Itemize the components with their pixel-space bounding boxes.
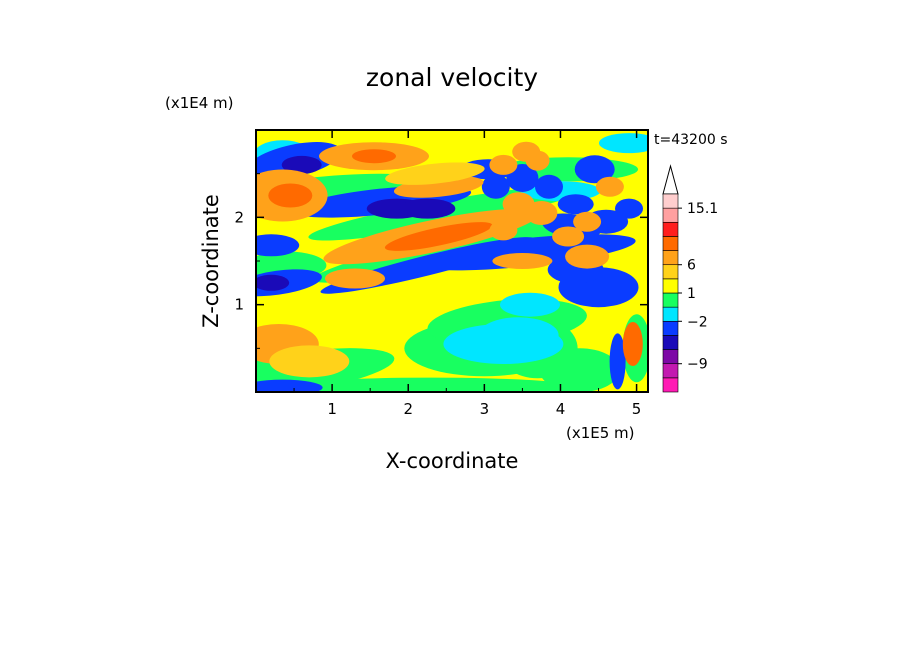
velocity-contour-region	[622, 322, 643, 366]
velocity-contour-region	[269, 345, 350, 378]
velocity-contour-region	[552, 226, 585, 247]
velocity-contour-region	[281, 377, 582, 392]
colorbar-swatch	[662, 292, 679, 308]
velocity-contour-region	[256, 379, 323, 392]
colorbar-swatch	[662, 306, 679, 322]
velocity-contour-region	[574, 155, 615, 184]
colorbar-swatch	[662, 320, 679, 336]
velocity-contour-region	[535, 174, 563, 199]
velocity-contour-region	[281, 155, 322, 174]
x-axis-label: X-coordinate	[386, 449, 519, 473]
velocity-contour-region	[489, 154, 518, 175]
colorbar-swatch	[662, 363, 679, 379]
colorbar-swatch	[662, 207, 679, 223]
chart-title: zonal velocity	[366, 63, 538, 92]
colorbar-tick-label: 15.1	[687, 201, 718, 217]
colorbar-swatch	[662, 193, 679, 209]
x-tick-label: 4	[556, 400, 566, 418]
velocity-contour-region	[385, 162, 485, 185]
colorbar-tick-label: −2	[687, 314, 708, 330]
colorbar-swatch	[662, 335, 679, 350]
colorbar-overflow-arrow	[662, 164, 679, 195]
velocity-contour-region	[352, 149, 396, 164]
colorbar-swatch	[662, 221, 679, 237]
velocity-contour-region	[256, 234, 300, 257]
velocity-contour-region	[565, 244, 610, 269]
time-label: t=43200 s	[654, 132, 728, 148]
y-tick-label: 1	[234, 296, 244, 314]
x-tick-label: 5	[632, 400, 642, 418]
x-axis: 1 2 3 4 5	[293, 130, 642, 418]
velocity-contour-region	[489, 220, 518, 241]
y-axis-label: Z-coordinate	[199, 194, 223, 328]
velocity-contour-region	[384, 222, 493, 251]
y-axis: 12	[234, 173, 648, 349]
x-tick-label: 2	[403, 400, 413, 418]
x-tick-label: 3	[480, 400, 490, 418]
velocity-contour-region	[599, 133, 648, 154]
velocity-contour-region	[595, 176, 624, 197]
velocity-contour-region	[325, 268, 385, 289]
velocity-field	[256, 133, 648, 392]
velocity-contour-region	[416, 234, 636, 271]
velocity-contour-region	[256, 274, 290, 291]
colorbar-tick-label: 6	[687, 258, 696, 274]
velocity-contour-region	[492, 253, 553, 269]
velocity-contour-region	[525, 201, 558, 225]
plot-area	[256, 130, 648, 392]
colorbar-tick-label: −9	[687, 357, 708, 373]
colorbar-swatch	[662, 264, 679, 280]
y-scale-label: (x1E4 m)	[165, 94, 234, 112]
velocity-contour-region	[512, 141, 541, 162]
velocity-contour-region	[500, 292, 560, 317]
colorbar-swatch	[662, 236, 679, 251]
velocity-contour-region	[573, 211, 602, 232]
colorbar-swatch	[662, 377, 679, 393]
velocity-contour-region	[539, 348, 620, 392]
velocity-contour-region	[609, 333, 626, 390]
colorbar-tick-label: 1	[687, 286, 696, 302]
x-tick-label: 1	[327, 400, 337, 418]
x-scale-label: (x1E5 m)	[566, 424, 635, 442]
velocity-contour-region	[557, 194, 594, 215]
velocity-contour-region	[481, 174, 510, 199]
colorbar: 15.1 6 1 −2 −9	[662, 164, 718, 393]
velocity-contour-region	[478, 317, 559, 354]
velocity-contour-region	[268, 183, 313, 208]
colorbar-swatch	[662, 250, 679, 266]
colorbar-swatch	[662, 278, 679, 294]
y-tick-label: 2	[234, 208, 244, 226]
colorbar-swatch	[662, 349, 679, 365]
velocity-contour-region	[399, 198, 456, 219]
